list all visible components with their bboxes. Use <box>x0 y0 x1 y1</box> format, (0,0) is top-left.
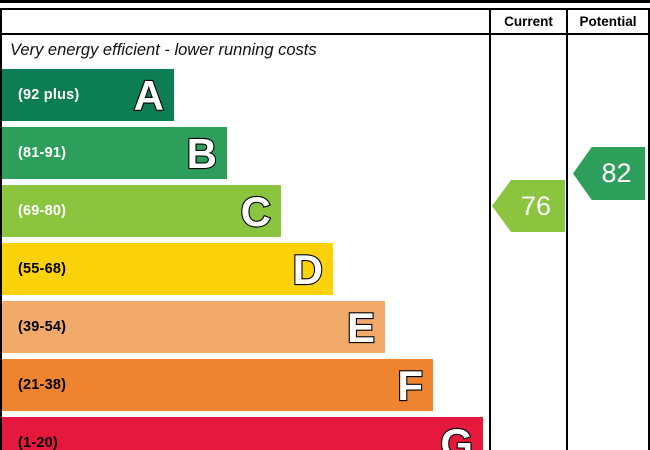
current-rating-value: 76 <box>520 190 552 221</box>
band-d: (55-68) D <box>2 243 333 295</box>
band-letter: C <box>240 188 273 235</box>
band-range-label: (92 plus) <box>18 87 80 103</box>
band-letter: F <box>396 362 424 409</box>
band-range-label: (69-80) <box>18 203 67 219</box>
band-range-label: (81-91) <box>18 145 67 161</box>
band-range-label: (55-68) <box>18 261 67 277</box>
potential-rating-value: 82 <box>601 158 632 188</box>
band-range-label: (21-38) <box>18 377 67 393</box>
band-b: (81-91) B <box>2 127 227 179</box>
potential-column-header: Potential <box>579 14 637 29</box>
band-letter: D <box>292 246 325 293</box>
potential-column-divider <box>566 8 568 450</box>
top-border-line <box>0 0 650 3</box>
band-letter: E <box>346 304 376 351</box>
band-a: (92 plus) A <box>2 69 174 121</box>
band-letter: G <box>439 420 474 450</box>
band-letter: B <box>186 130 219 177</box>
band-range-label: (1-20) <box>18 435 58 450</box>
current-column-divider <box>489 8 491 450</box>
band-f: (21-38) F <box>2 359 433 411</box>
efficiency-caption: Very energy efficient - lower running co… <box>10 41 317 59</box>
band-range-label: (39-54) <box>18 319 67 335</box>
band-letter: A <box>133 72 166 119</box>
current-column-header: Current <box>504 14 553 29</box>
band-e: (39-54) E <box>2 301 385 353</box>
band-c: (69-80) C <box>2 185 281 237</box>
header-bottom-rule <box>0 33 650 35</box>
band-g: (1-20) G <box>2 417 483 450</box>
